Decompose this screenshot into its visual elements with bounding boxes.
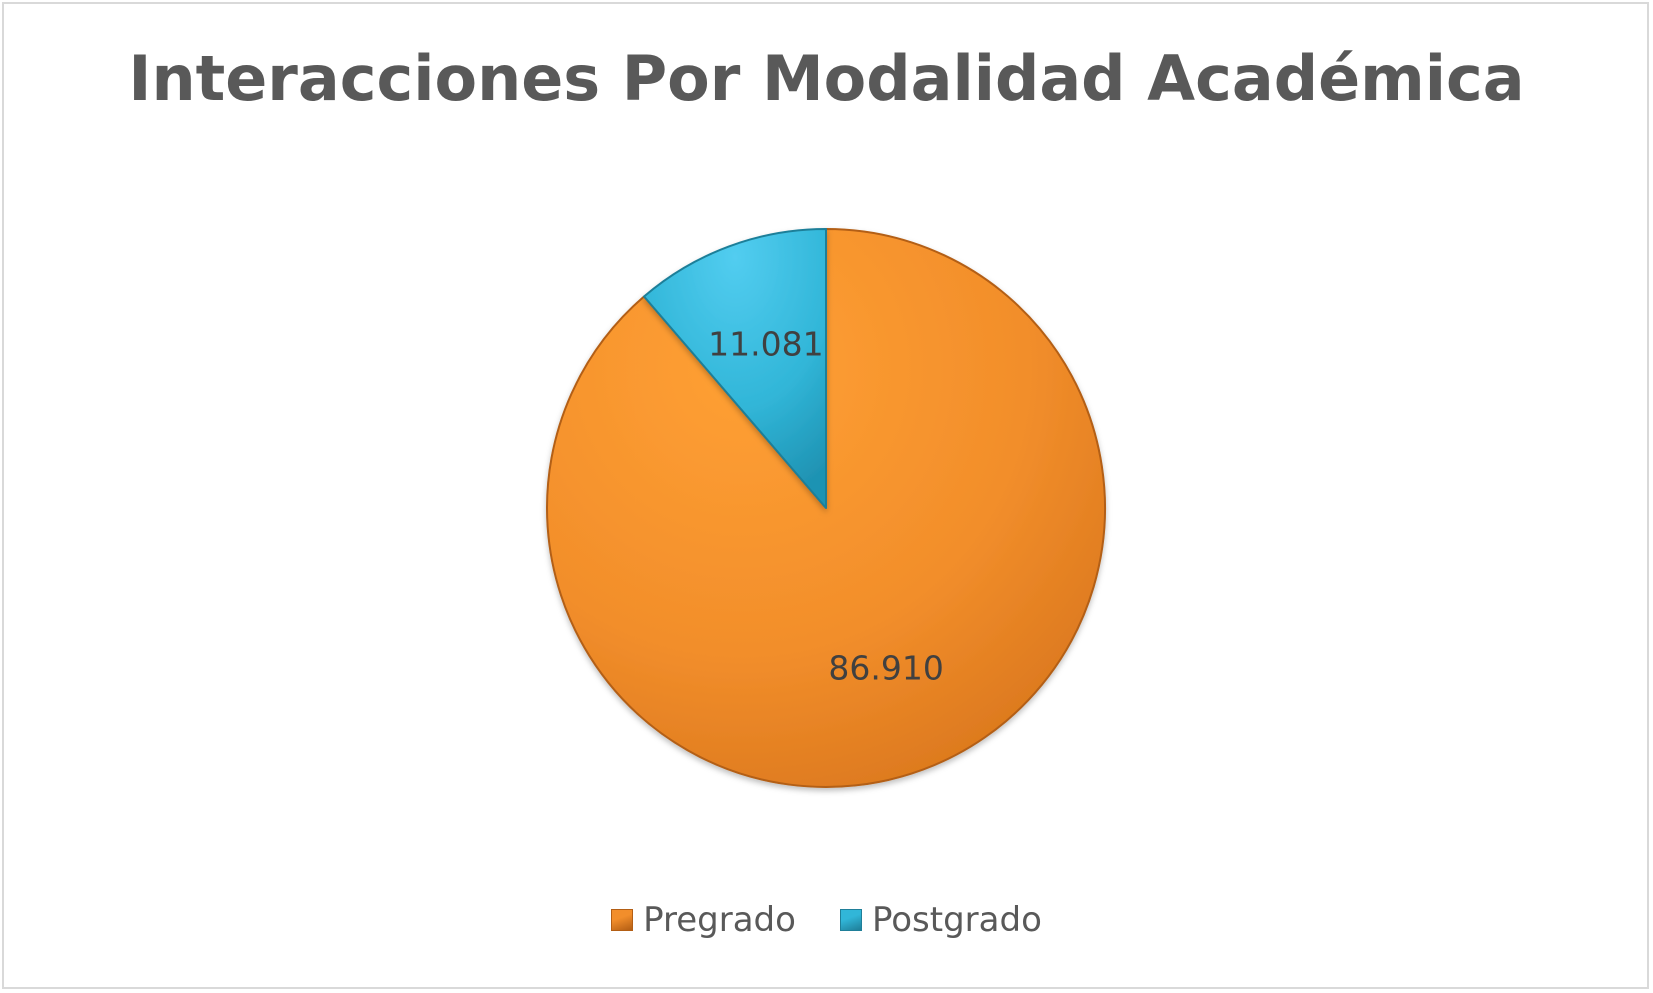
data-label-pregrado: 86.910 — [828, 649, 943, 688]
legend-label-postgrado: Postgrado — [871, 900, 1042, 940]
legend-item-pregrado: Pregrado — [611, 900, 796, 940]
legend-label-pregrado: Pregrado — [643, 900, 796, 940]
legend-item-postgrado: Postgrado — [839, 900, 1042, 940]
chart-title: Interacciones Por Modalidad Académica — [128, 42, 1525, 115]
data-label-postgrado: 11.081 — [708, 324, 823, 363]
legend: Pregrado Postgrado — [0, 900, 1653, 940]
pie-data-labels: 86.910 11.081 — [708, 324, 944, 687]
legend-swatch-postgrado — [839, 909, 862, 931]
legend-swatch-pregrado — [611, 909, 634, 931]
pie-slices — [546, 228, 1106, 788]
pie-slice-postgrado[interactable] — [643, 228, 827, 509]
